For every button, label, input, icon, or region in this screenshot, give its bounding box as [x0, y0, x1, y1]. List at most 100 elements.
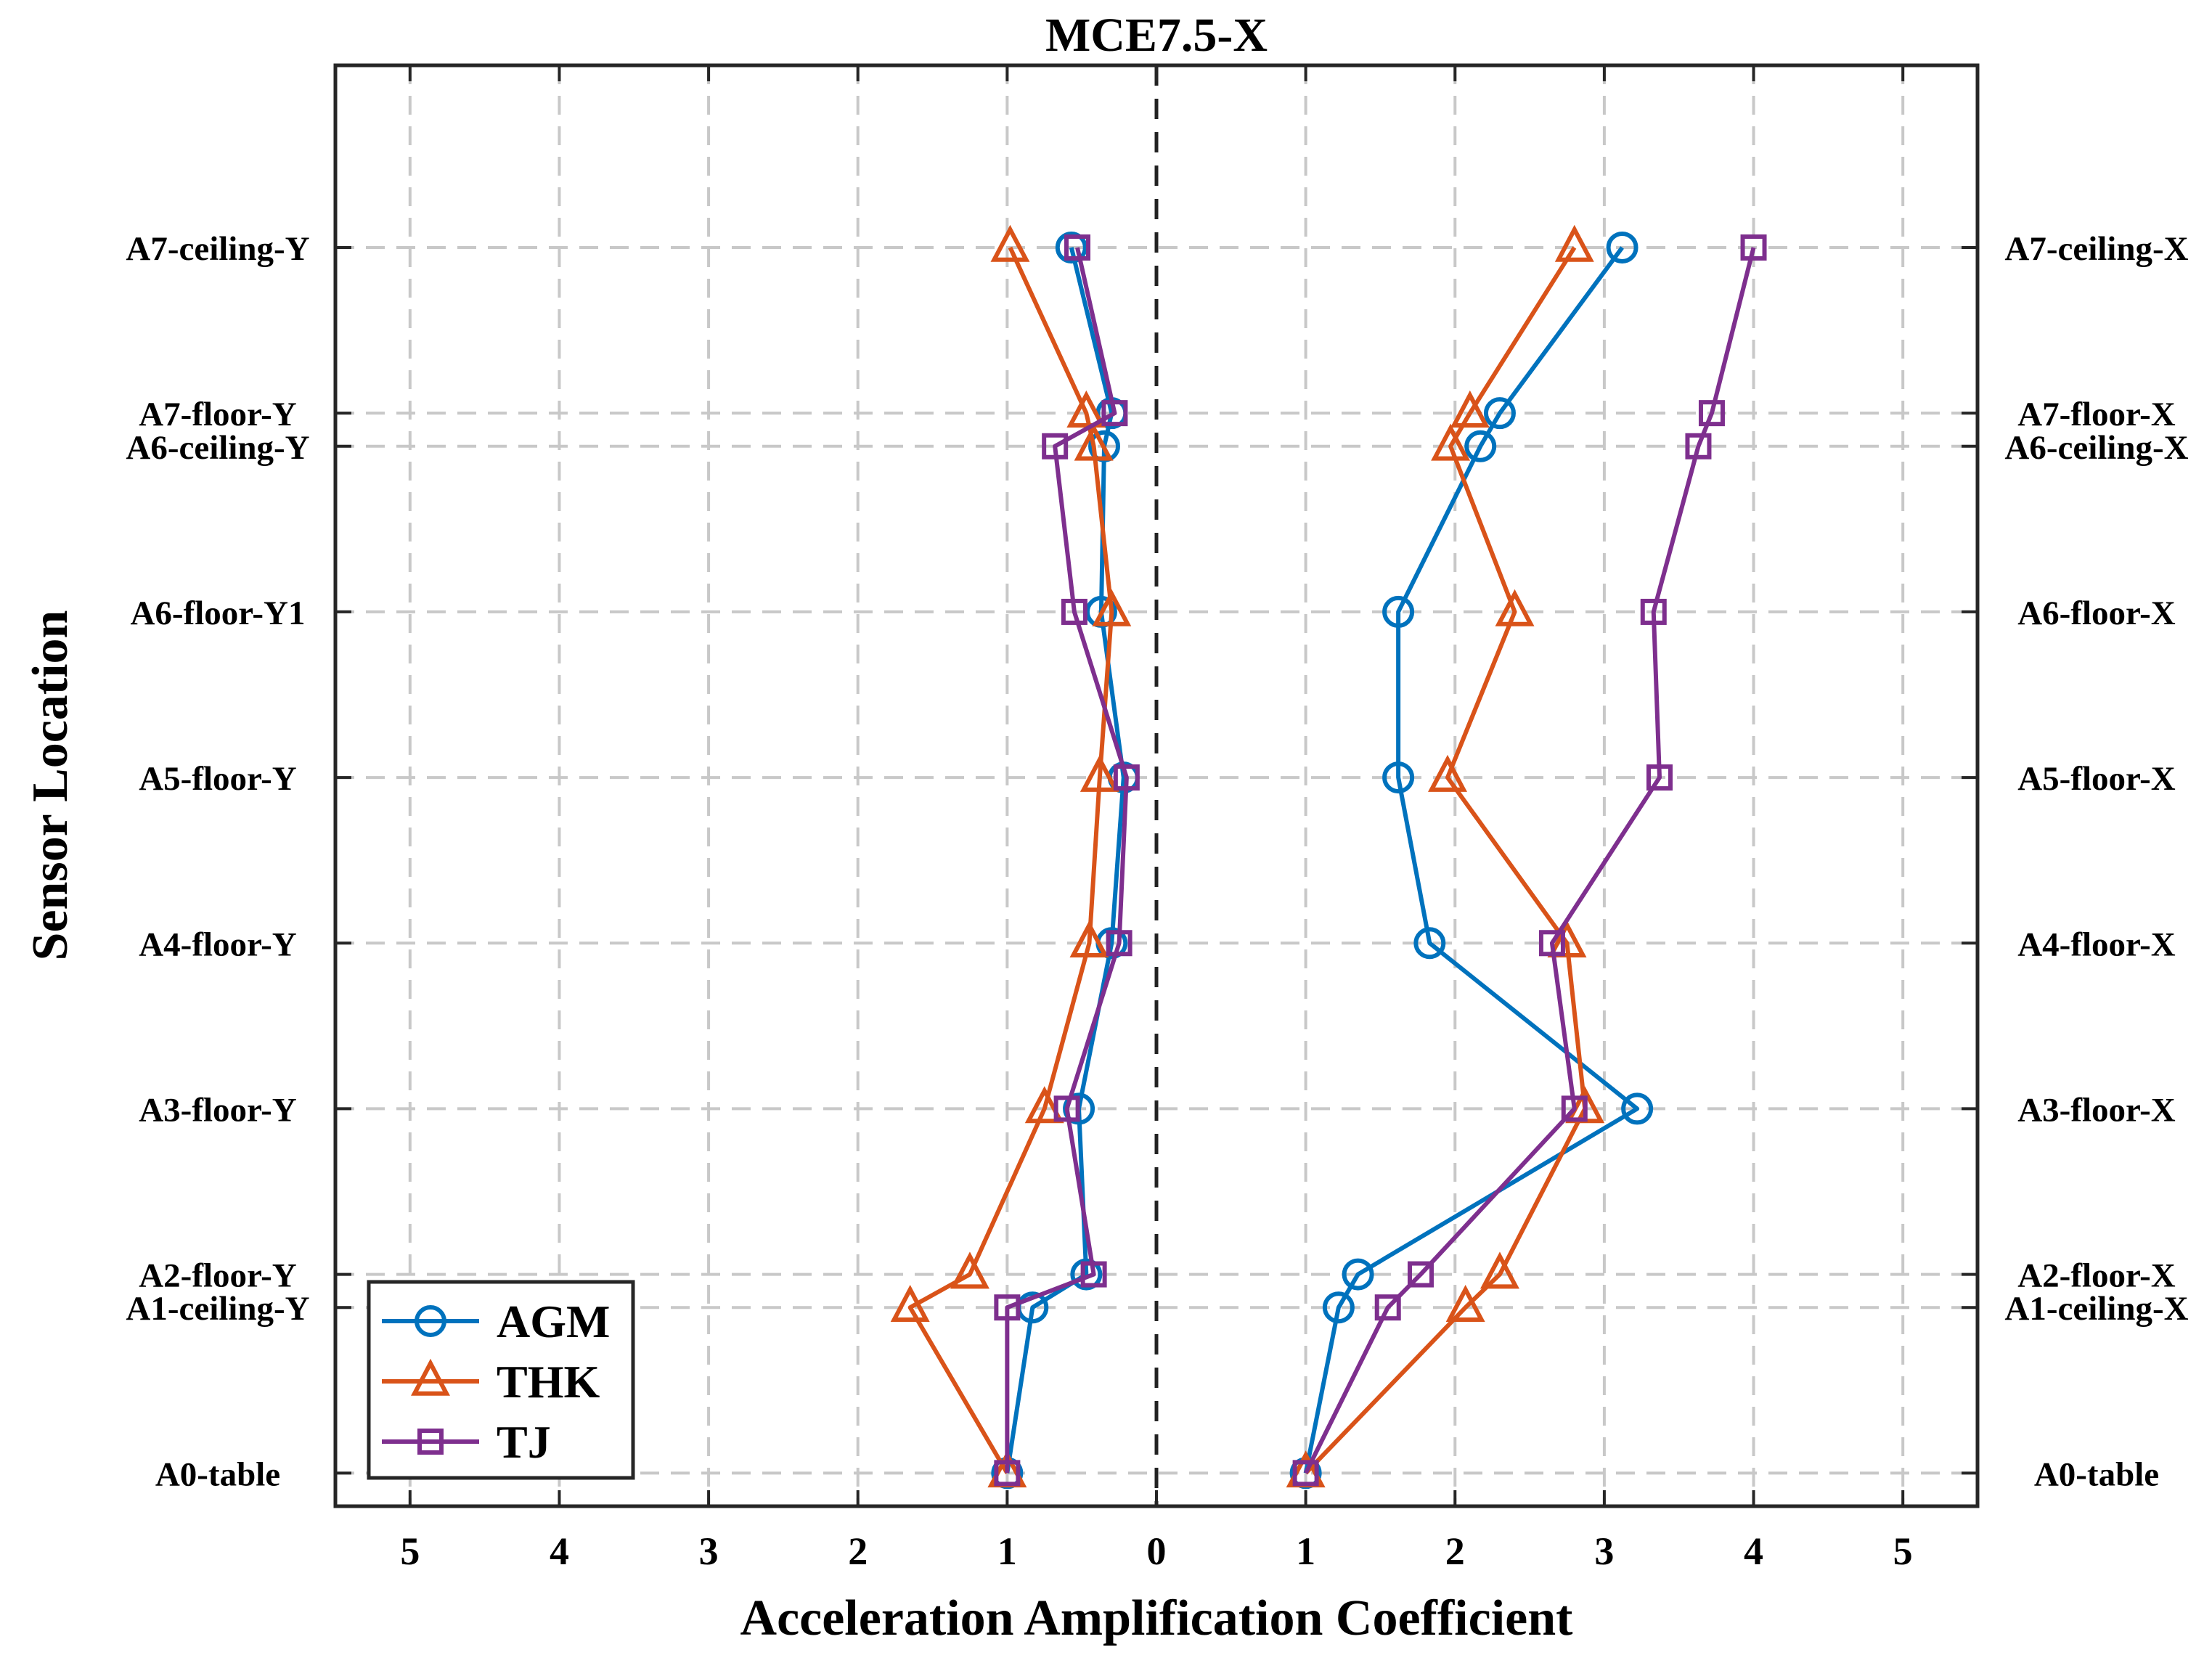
chart-title: MCE7.5-X [1045, 9, 1268, 62]
y-left-tick-label: A1-ceiling-Y [126, 1290, 309, 1328]
data-point-thk [1428, 754, 1467, 792]
data-point-agm [1055, 231, 1087, 263]
grid-layer [335, 65, 1978, 1506]
data-point-agm [1413, 927, 1446, 960]
series-tj [994, 234, 1767, 1487]
data-point-thk [950, 1251, 989, 1289]
data-point-tj [1042, 433, 1069, 459]
legend-item-agm: AGM [382, 1296, 610, 1347]
data-point-tj [1080, 1261, 1107, 1288]
data-point-agm [1382, 761, 1415, 794]
data-point-agm [1382, 595, 1415, 628]
series-line-thk [1304, 246, 1588, 1475]
data-point-thk [1074, 423, 1114, 461]
legend-item-thk: THK [382, 1356, 600, 1407]
data-point-thk [1080, 754, 1119, 792]
data-point-agm [1606, 231, 1638, 263]
data-point-tj [1538, 930, 1565, 957]
legend-label: THK [497, 1356, 600, 1407]
data-point-thk [1495, 589, 1535, 626]
data-point-tj [1113, 764, 1140, 791]
y-right-tick-label: A3-floor-X [2017, 1091, 2176, 1129]
data-point-thk [890, 1284, 930, 1323]
x-tick-label: 3 [699, 1529, 719, 1573]
y-left-tick-label: A7-floor-Y [139, 396, 297, 433]
series-thk [890, 224, 1605, 1488]
y-left-tick-label: A7-ceiling-Y [126, 230, 309, 268]
data-point-thk [1431, 423, 1471, 461]
data-point-thk [1480, 1251, 1519, 1289]
data-point-agm [1070, 1258, 1103, 1291]
y-left-tick-label: A0-table [155, 1455, 280, 1493]
data-point-agm [1322, 1291, 1355, 1324]
data-point-tj [1740, 234, 1767, 261]
x-tick-label: 4 [1744, 1529, 1763, 1573]
data-point-tj [1101, 400, 1128, 427]
y-left-tick-label: A3-floor-Y [139, 1091, 297, 1129]
data-point-tj [1292, 1460, 1319, 1487]
data-point-tj [994, 1294, 1021, 1321]
series-line-agm [1303, 246, 1640, 1474]
y-left-tick-label: A4-floor-Y [139, 926, 297, 963]
x-tick-label: 2 [848, 1529, 868, 1573]
y-right-tick-label: A2-floor-X [2017, 1257, 2176, 1295]
data-point-tj [1646, 764, 1673, 791]
legend-marker-agm [415, 1305, 446, 1337]
data-point-tj [1698, 400, 1725, 427]
x-tick-label: 5 [1893, 1529, 1913, 1573]
data-point-tj [1061, 598, 1087, 625]
data-point-agm [1483, 397, 1516, 430]
legend-marker-thk [411, 1358, 450, 1396]
legend-marker-tj [417, 1429, 444, 1455]
y-right-tick-label: A7-ceiling-X [2004, 230, 2188, 268]
y-right-tick-label: A1-ceiling-X [2004, 1290, 2188, 1328]
y-left-tick-label: A5-floor-Y [139, 760, 297, 798]
x-axis-label: Acceleration Amplification Coefficient [740, 1590, 1573, 1646]
data-point-thk [1547, 920, 1587, 958]
data-point-tj [1561, 1095, 1588, 1122]
y-left-tick-label: A6-ceiling-Y [126, 429, 309, 467]
data-point-tj [1106, 930, 1132, 957]
series-layer [890, 224, 1767, 1490]
data-point-thk [1066, 390, 1106, 428]
y-left-tick-label: A6-floor-Y1 [130, 594, 305, 632]
legend-label: AGM [497, 1296, 610, 1347]
series-line-tj [1303, 247, 1756, 1474]
data-point-agm [1342, 1258, 1374, 1291]
x-tick-label: 2 [1445, 1529, 1465, 1573]
y-left-tick-label: A2-floor-Y [139, 1257, 297, 1295]
y-right-tick-label: A6-floor-X [2017, 594, 2176, 632]
data-point-agm [1464, 430, 1497, 462]
data-point-tj [1064, 234, 1091, 261]
data-point-tj [1685, 433, 1712, 459]
data-point-thk [1092, 589, 1132, 626]
x-tick-label: 1 [1296, 1529, 1315, 1573]
x-tick-label: 0 [1147, 1529, 1167, 1573]
y-right-tick-label: A6-ceiling-X [2004, 429, 2188, 467]
y-right-tick-label: A4-floor-X [2017, 926, 2176, 963]
y-right-tick-label: A7-floor-X [2017, 396, 2176, 433]
data-point-thk [1024, 1086, 1064, 1124]
x-tick-label: 4 [550, 1529, 569, 1573]
data-point-tj [1640, 598, 1667, 625]
data-point-thk [1445, 1284, 1485, 1323]
data-point-thk [1069, 920, 1109, 958]
legend-item-tj: TJ [382, 1416, 551, 1468]
series-line-tj [1005, 247, 1129, 1474]
data-point-tj [1407, 1261, 1434, 1288]
data-point-tj [994, 1460, 1021, 1487]
data-point-thk [990, 224, 1030, 262]
x-tick-label: 1 [997, 1529, 1017, 1573]
x-tick-label: 5 [400, 1529, 420, 1573]
data-point-thk [1450, 390, 1490, 428]
data-point-agm [1621, 1092, 1654, 1125]
x-tick-label: 3 [1594, 1529, 1614, 1573]
data-point-tj [1053, 1095, 1080, 1122]
y-right-tick-label: A5-floor-X [2017, 760, 2176, 798]
data-point-tj [1374, 1294, 1401, 1321]
series-line-thk [907, 246, 1114, 1474]
legend: AGM THK TJ [367, 1280, 635, 1480]
